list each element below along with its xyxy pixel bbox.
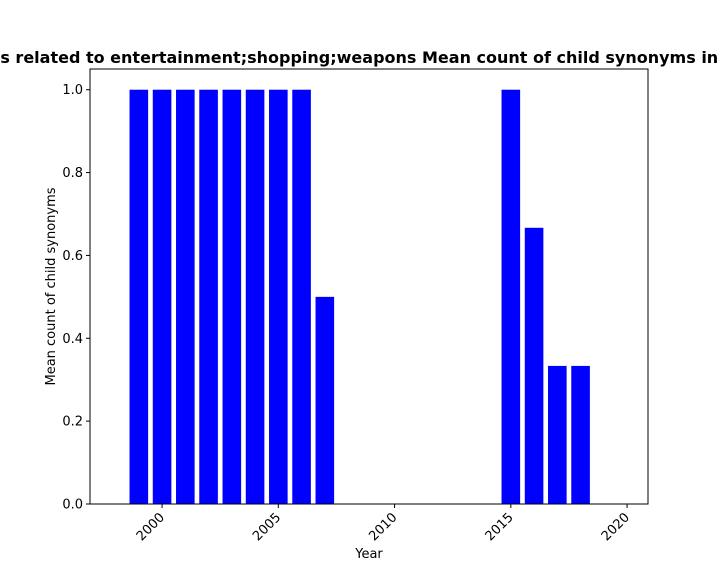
bar-2005 <box>269 89 288 504</box>
y-axis-label: Mean count of child synonyms <box>44 187 59 385</box>
plot-area: 0.0 0.2 0.4 0.6 0.8 1.0 2000 2005 2010 2015 2020 <box>62 68 649 544</box>
bar-2016 <box>524 227 544 504</box>
bar-2006 <box>292 89 311 504</box>
bar-2018 <box>571 365 590 504</box>
x-tick-label: 2015 <box>483 510 517 544</box>
x-tick-label: 2005 <box>250 510 284 544</box>
bar-2000 <box>152 89 172 504</box>
y-tick-label: 1.0 <box>62 83 83 98</box>
x-tick-label: 2020 <box>599 510 633 544</box>
bar-2003 <box>222 89 242 504</box>
y-tick-label: 0.0 <box>62 498 83 513</box>
x-tick-label: 2010 <box>366 510 400 544</box>
bar-2001 <box>176 89 195 504</box>
bar-2017 <box>548 365 567 504</box>
bar-2007 <box>315 296 335 504</box>
y-tick-label: 0.8 <box>62 166 83 181</box>
x-axis-label: Year <box>354 547 383 562</box>
y-tick-label: 0.6 <box>62 249 83 264</box>
y-tick-label: 0.4 <box>62 332 83 347</box>
plot-frame <box>89 68 649 505</box>
bar-2002 <box>199 89 218 504</box>
bar-2015 <box>501 89 521 504</box>
bar-2004 <box>245 89 265 504</box>
bar-1999 <box>129 89 149 504</box>
x-tick-label: 2000 <box>134 510 168 544</box>
y-tick-label: 0.2 <box>62 415 83 430</box>
chart-title: Terms related to entertainment;shopping;… <box>0 48 720 67</box>
